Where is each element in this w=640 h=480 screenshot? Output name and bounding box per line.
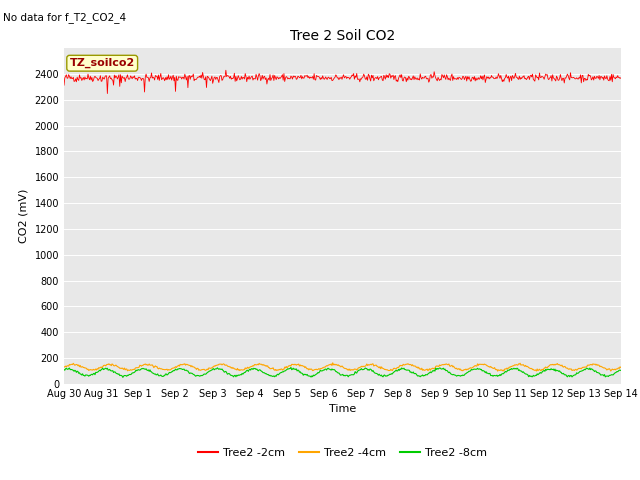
Title: Tree 2 Soil CO2: Tree 2 Soil CO2 [290,29,395,43]
Text: TZ_soilco2: TZ_soilco2 [70,58,135,68]
Text: No data for f_T2_CO2_4: No data for f_T2_CO2_4 [3,12,126,23]
X-axis label: Time: Time [329,405,356,414]
Y-axis label: CO2 (mV): CO2 (mV) [19,189,29,243]
Legend: Tree2 -2cm, Tree2 -4cm, Tree2 -8cm: Tree2 -2cm, Tree2 -4cm, Tree2 -8cm [193,444,492,462]
